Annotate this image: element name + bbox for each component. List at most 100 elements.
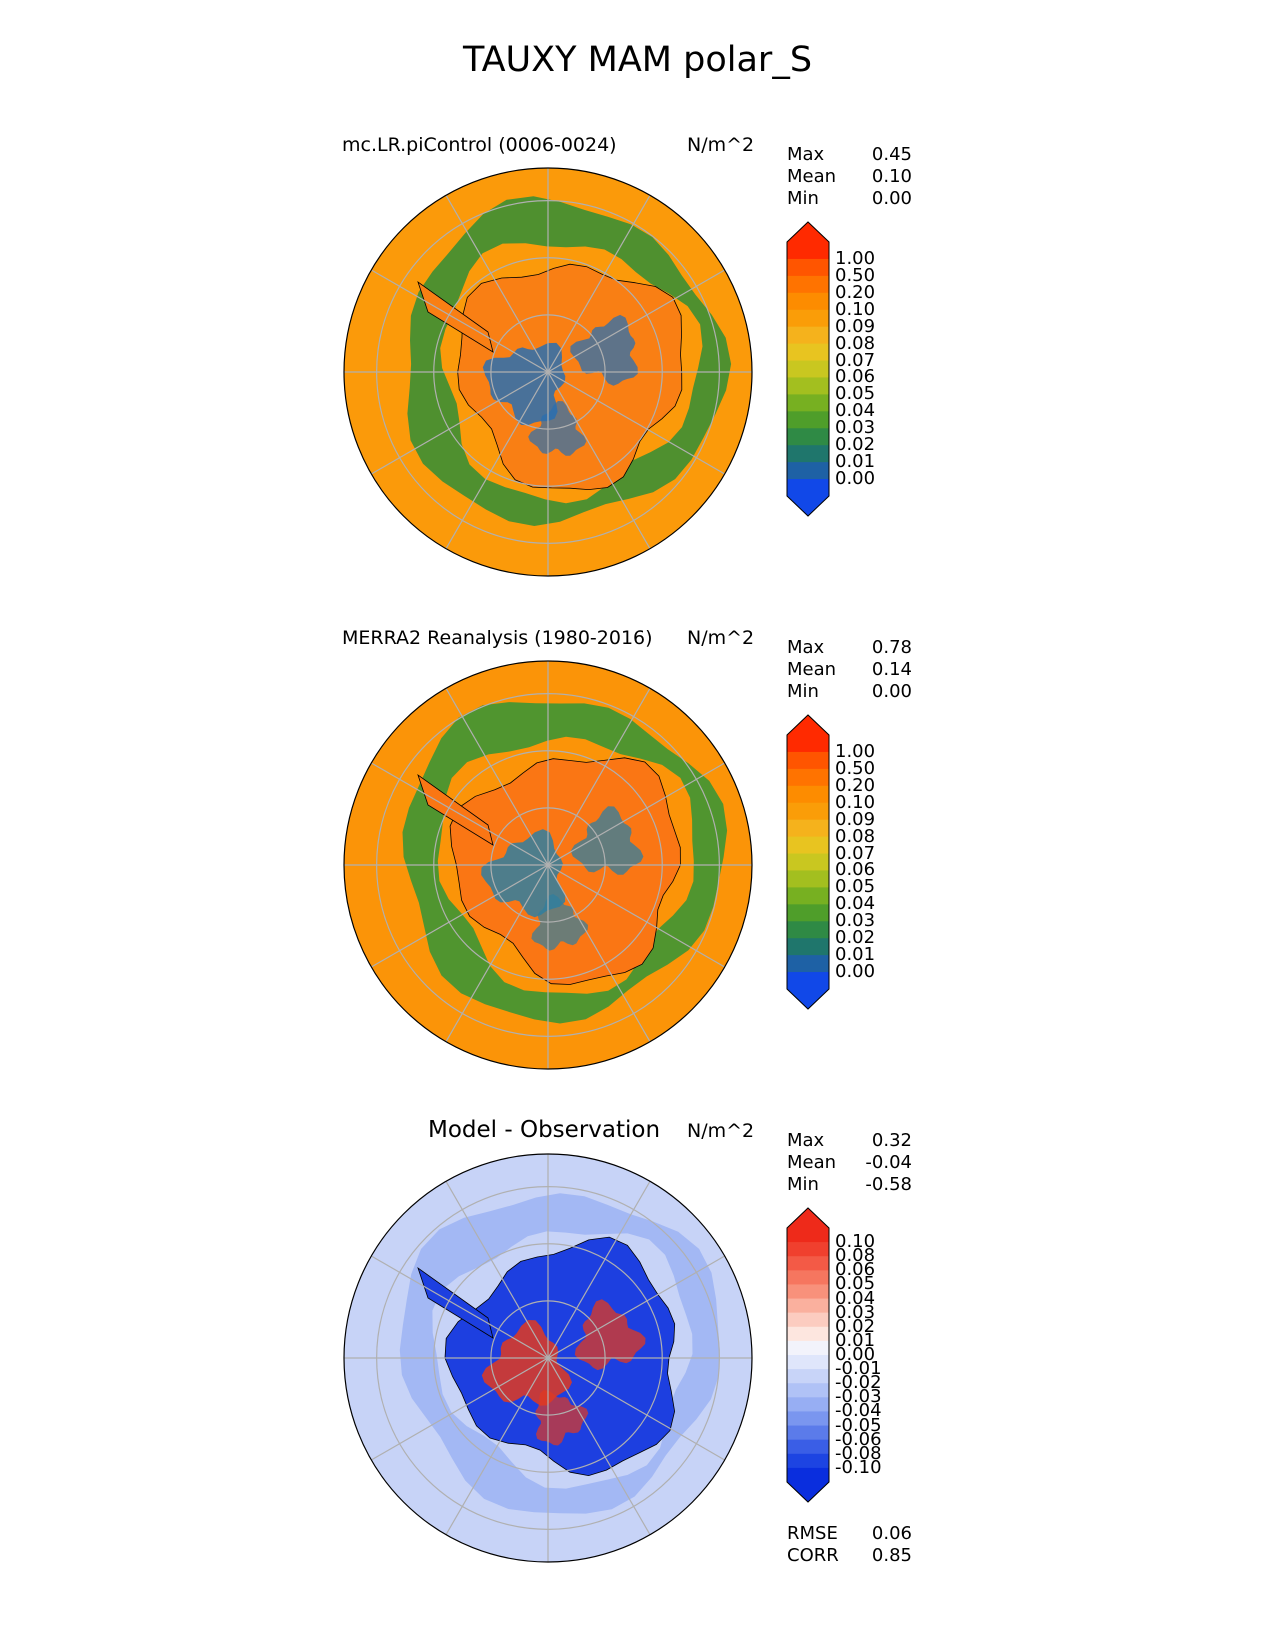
colorbar-segment-15 bbox=[787, 972, 829, 990]
panel-3-polar-map bbox=[343, 1153, 753, 1563]
continent-interior bbox=[445, 1237, 675, 1476]
colorbar-segment-7 bbox=[787, 343, 829, 362]
colorbar-segment-14 bbox=[787, 955, 829, 973]
panel-2-stat-label-min: Min bbox=[787, 681, 819, 702]
colorbar-tick-label: 0.00 bbox=[835, 961, 876, 983]
map-field bbox=[344, 661, 752, 1069]
colorbar-outline bbox=[786, 714, 830, 1010]
colorbar-segment-5 bbox=[787, 802, 829, 821]
panel-1-stat-label-min: Min bbox=[787, 188, 819, 209]
colorbar-tick-label: 0.00 bbox=[835, 468, 876, 490]
panel-2-polar-map bbox=[343, 660, 753, 1070]
panel-1-stat-label-max: Max bbox=[787, 144, 825, 165]
colorbar-tick-label: 0.50 bbox=[835, 264, 876, 286]
colorbar-segment-5 bbox=[787, 309, 829, 328]
colorbar-outline bbox=[786, 221, 830, 517]
meridian-line-6 bbox=[445, 195, 651, 549]
colorbar-segment-1 bbox=[787, 242, 829, 260]
colorbar-tick-label: 0.10 bbox=[835, 298, 876, 320]
colorbar-segment-17 bbox=[787, 1453, 829, 1469]
field-patch-east bbox=[574, 1299, 646, 1371]
map-field bbox=[344, 168, 752, 576]
colorbar-segment-9 bbox=[787, 1340, 829, 1356]
colorbar-tick-label: 1.00 bbox=[835, 247, 876, 269]
colorbar-tick-label: 0.10 bbox=[835, 791, 876, 813]
colorbar-segment-15 bbox=[787, 479, 829, 497]
colorbar-tick-label: 0.09 bbox=[835, 808, 876, 830]
colorbar-tick-label: 0.09 bbox=[835, 315, 876, 337]
colorbar-segment-3 bbox=[787, 1256, 829, 1271]
field-patch-west bbox=[481, 829, 566, 918]
colorbar-tick-label: 0.08 bbox=[835, 332, 876, 354]
panel-3-colorbar bbox=[786, 1207, 830, 1503]
field-patch-east bbox=[570, 806, 644, 875]
colorbar-segment-2 bbox=[787, 1242, 829, 1257]
colorbar-segment-13 bbox=[787, 445, 829, 463]
colorbar-min-extend bbox=[787, 989, 829, 1009]
colorbar-segment-13 bbox=[787, 938, 829, 956]
colorbar-segment-1 bbox=[787, 735, 829, 753]
peninsula bbox=[417, 280, 494, 353]
panel-3-metric-label-rmse: RMSE bbox=[787, 1523, 838, 1544]
colorbar-segment-10 bbox=[787, 394, 829, 412]
colorbar-tick-label: 0.03 bbox=[835, 417, 876, 439]
colorbar-segment-6 bbox=[787, 326, 829, 345]
panel-3-stat-value-min: -0.58 bbox=[865, 1174, 912, 1195]
colorbar-tick-label: 0.07 bbox=[835, 349, 876, 371]
panel-3-metric-value-rmse: 0.06 bbox=[871, 1523, 912, 1544]
colorbar-segment-10 bbox=[787, 887, 829, 905]
colorbar-segment-7 bbox=[787, 1312, 829, 1328]
colorbar-tick-label: 0.00 bbox=[835, 1344, 876, 1365]
colorbar-segment-15 bbox=[787, 1425, 829, 1441]
panel-2-stat-label-max: Max bbox=[787, 637, 825, 658]
colorbar-tick-label: 0.05 bbox=[835, 876, 876, 898]
colorbar-segment-2 bbox=[787, 258, 829, 277]
colorbar-segment-8 bbox=[787, 853, 829, 871]
colorbar-segment-12 bbox=[787, 1383, 829, 1398]
colorbar-segment-14 bbox=[787, 1411, 829, 1427]
panel-2-title: MERRA2 Reanalysis (1980-2016) bbox=[342, 627, 653, 649]
colorbar-tick-label: 0.02 bbox=[835, 927, 876, 949]
colorbar-tick-label: 0.06 bbox=[835, 1259, 876, 1281]
colorbar-segment-3 bbox=[787, 275, 829, 294]
panel-2-colorbar bbox=[786, 714, 830, 1010]
colorbar-min-extend bbox=[787, 1482, 829, 1502]
panel-2-units: N/m^2 bbox=[687, 627, 755, 649]
colorbar-tick-label: 0.20 bbox=[835, 281, 876, 303]
colorbar-tick-label: -0.02 bbox=[835, 1372, 882, 1394]
map-border bbox=[343, 167, 753, 577]
panel-1-stat-value-max: 0.45 bbox=[871, 144, 912, 165]
field-patch-south bbox=[535, 1390, 589, 1446]
colorbar-segment-11 bbox=[787, 904, 829, 922]
colorbar-segment-8 bbox=[787, 1326, 829, 1342]
colorbar-segment-12 bbox=[787, 428, 829, 446]
panel-3-stat-label-mean: Mean bbox=[787, 1152, 837, 1173]
colorbar-tick-label: -0.03 bbox=[835, 1386, 882, 1408]
panel-3-metric-label-corr: CORR bbox=[787, 1545, 839, 1566]
colorbar-segment-12 bbox=[787, 921, 829, 939]
colorbar-tick-label: -0.06 bbox=[835, 1428, 882, 1450]
peninsula bbox=[417, 1266, 494, 1339]
colorbar-tick-label: 0.02 bbox=[835, 434, 876, 456]
colorbar-tick-label: 0.20 bbox=[835, 774, 876, 796]
panel-1-units: N/m^2 bbox=[687, 134, 755, 156]
panel-3-stat-label-max: Max bbox=[787, 1130, 825, 1151]
panel-1-colorbar bbox=[786, 221, 830, 517]
colorbar-tick-label: 0.50 bbox=[835, 757, 876, 779]
colorbar-tick-label: 0.06 bbox=[835, 366, 876, 388]
colorbar-max-extend bbox=[787, 1208, 829, 1228]
colorbar-segment-16 bbox=[787, 1439, 829, 1455]
meridian-line-6 bbox=[445, 688, 651, 1042]
colorbar-tick-label: 1.00 bbox=[835, 740, 876, 762]
map-field bbox=[344, 1154, 752, 1562]
colorbar-tick-label: 0.02 bbox=[835, 1315, 876, 1337]
colorbar-segment-5 bbox=[787, 1284, 829, 1300]
colorbar-outline bbox=[786, 1207, 830, 1503]
field-patch-east bbox=[570, 314, 638, 386]
field-patch-west bbox=[482, 342, 566, 426]
map-border bbox=[343, 660, 753, 1070]
colorbar-segment-7 bbox=[787, 836, 829, 855]
colorbar-segment-6 bbox=[787, 819, 829, 838]
colorbar-segment-10 bbox=[787, 1355, 829, 1370]
colorbar-tick-label: -0.01 bbox=[835, 1358, 882, 1380]
